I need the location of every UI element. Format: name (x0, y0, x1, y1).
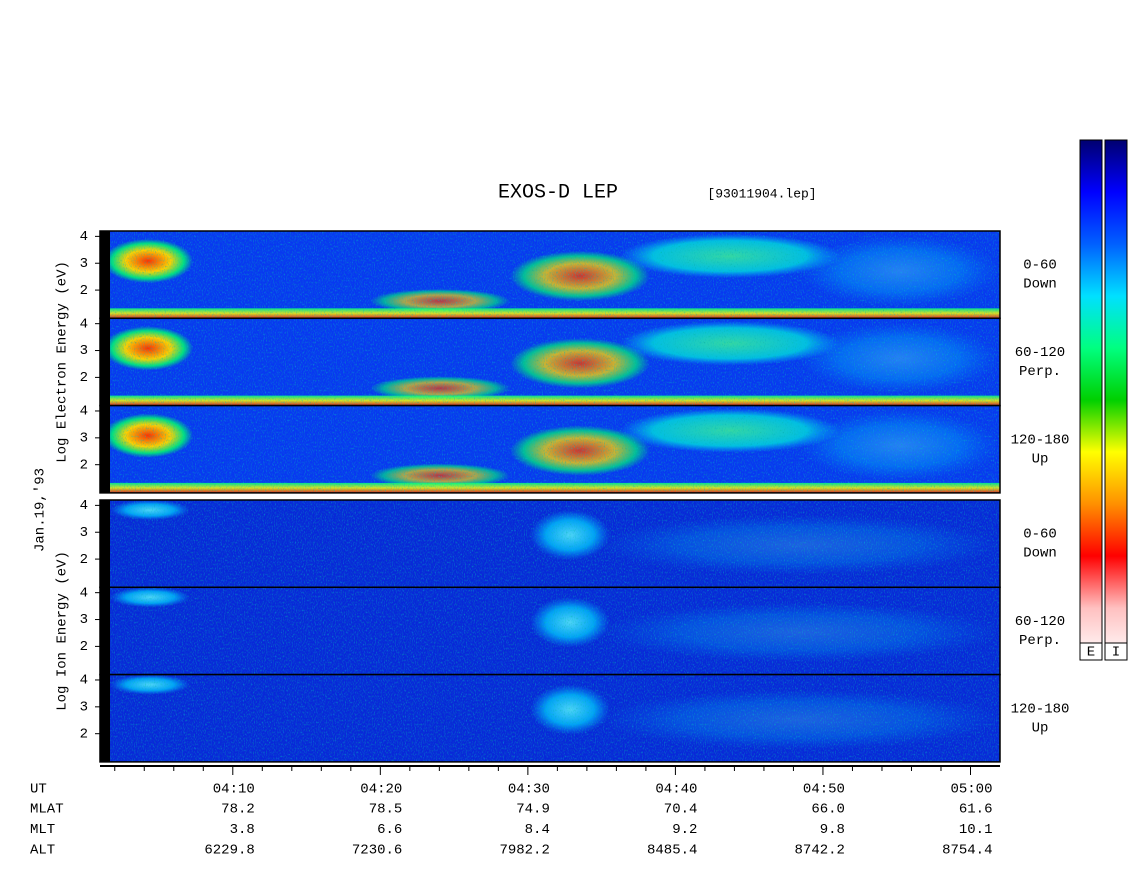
y-tick-label: 4 (80, 673, 88, 689)
left-strip (100, 674, 110, 762)
y-tick-label: 3 (80, 343, 88, 359)
left-strip (100, 405, 110, 493)
y-tick-label: 3 (80, 525, 88, 541)
panel-direction: Down (1023, 277, 1057, 293)
y-tick-label: 2 (80, 552, 88, 568)
noise (100, 318, 1000, 406)
noise (100, 231, 1000, 319)
file-name: [93011904.lep] (707, 186, 816, 201)
x-tick-label: 05:00 (950, 782, 992, 798)
x-tick-label: 04:50 (803, 782, 845, 798)
y-tick-label: 2 (80, 370, 88, 386)
spectrogram-panel: 2 3 4 120-180 Up (80, 404, 1070, 494)
orbit-value: 70.4 (664, 802, 698, 818)
y-tick-label: 2 (80, 639, 88, 655)
noise (100, 587, 1000, 675)
x-tick-label: 04:40 (655, 782, 697, 798)
orbit-value: 9.8 (820, 822, 845, 838)
spectrogram-panel: 2 3 4 60-120 Perp. (80, 585, 1065, 676)
colorbar-label: E (1087, 645, 1095, 661)
orbit-value: 8754.4 (942, 843, 992, 859)
panel-image (100, 318, 1000, 406)
spectrogram-panel: 2 3 4 0-60 Down (80, 498, 1057, 589)
y-tick-label: 4 (80, 498, 88, 514)
y-tick-label: 3 (80, 256, 88, 272)
panel-image (100, 500, 1000, 588)
panel-image (100, 587, 1000, 675)
orbit-value: 66.0 (811, 802, 845, 818)
orbit-value: 78.5 (369, 802, 403, 818)
panel-angle: 60-120 (1015, 614, 1065, 630)
panel-image (100, 231, 1000, 319)
orbit-row-name: MLAT (30, 802, 64, 818)
y-tick-label: 4 (80, 316, 88, 332)
orbit-value: 6.6 (377, 822, 402, 838)
orbit-value: 10.1 (959, 822, 993, 838)
y-axis-label: Log Ion Energy (eV) (55, 551, 71, 711)
panel-angle: 0-60 (1023, 258, 1057, 274)
colorbar-label-box (1104, 642, 1128, 661)
date-label: Jan.19,'93 (33, 468, 49, 552)
orbit-value: 74.9 (516, 802, 550, 818)
y-tick-label: 4 (80, 229, 88, 245)
panel-image (100, 405, 1000, 493)
panel-direction: Perp. (1019, 633, 1061, 649)
orbit-value: 61.6 (959, 802, 993, 818)
colorbar (1079, 139, 1103, 661)
x-axis-label: UT (30, 782, 47, 798)
noise (100, 405, 1000, 493)
panel-image (100, 674, 1000, 762)
spectrogram-panel: 2 3 4 120-180 Up (80, 673, 1070, 763)
noise (100, 674, 1000, 762)
left-strip (100, 587, 110, 675)
y-tick-label: 2 (80, 457, 88, 473)
x-tick-label: 04:30 (508, 782, 550, 798)
orbit-value: 8.4 (525, 822, 550, 838)
panel-angle: 120-180 (1011, 701, 1070, 717)
y-tick-label: 4 (80, 404, 88, 420)
panel-direction: Up (1032, 451, 1049, 467)
y-tick-label: 2 (80, 283, 88, 299)
y-tick-label: 3 (80, 612, 88, 628)
y-tick-label: 3 (80, 431, 88, 447)
orbit-value: 3.8 (230, 822, 255, 838)
panel-frame (99, 673, 1001, 763)
left-strip (100, 318, 110, 406)
panel-direction: Perp. (1019, 364, 1061, 380)
y-tick-label: 4 (80, 585, 88, 601)
chart-title: EXOS-D LEP (498, 181, 618, 204)
orbit-row-name: MLT (30, 822, 55, 838)
orbit-value: 7982.2 (499, 843, 549, 859)
spectrogram-panel: 2 3 4 0-60 Down (80, 229, 1057, 320)
left-strip (100, 500, 110, 588)
panel-angle: 120-180 (1011, 432, 1070, 448)
noise (100, 500, 1000, 588)
panel-direction: Down (1023, 546, 1057, 562)
orbit-value: 7230.6 (352, 843, 402, 859)
panel-frame (99, 404, 1001, 494)
colorbar-label: I (1112, 645, 1120, 661)
orbit-row-name: ALT (30, 843, 55, 859)
colorbar (1104, 139, 1128, 661)
x-tick-label: 04:10 (213, 782, 255, 798)
orbit-value: 8485.4 (647, 843, 697, 859)
orbit-value: 8742.2 (795, 843, 845, 859)
x-tick-label: 04:20 (360, 782, 402, 798)
orbit-value: 6229.8 (204, 843, 254, 859)
left-strip (100, 231, 110, 319)
orbit-value: 9.2 (672, 822, 697, 838)
panel-direction: Up (1032, 720, 1049, 736)
panel-angle: 0-60 (1023, 527, 1057, 543)
y-tick-label: 2 (80, 726, 88, 742)
y-tick-label: 3 (80, 700, 88, 716)
colorbar-label-box (1079, 642, 1103, 661)
y-axis-label: Log Electron Energy (eV) (55, 261, 71, 463)
orbit-value: 78.2 (221, 802, 255, 818)
spectrogram-panel: 2 3 4 60-120 Perp. (80, 316, 1065, 407)
panel-angle: 60-120 (1015, 345, 1065, 361)
